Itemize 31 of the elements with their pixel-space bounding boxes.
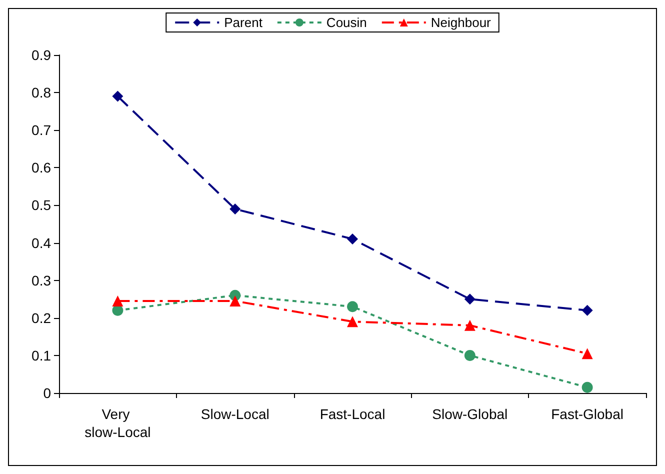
y-tick-label: 0.2	[32, 310, 52, 326]
point	[230, 295, 241, 306]
legend-label: Neighbour	[430, 15, 492, 30]
x-tick-label: Very slow-Local	[84, 406, 151, 440]
y-tick-label: 0	[43, 385, 52, 401]
point	[582, 348, 593, 360]
legend-label: Parent	[224, 15, 263, 30]
point	[582, 304, 593, 316]
point	[464, 350, 476, 361]
point	[347, 316, 358, 328]
point	[464, 294, 476, 305]
y-tick-label: 0.6	[32, 160, 52, 176]
x-tick-label: Slow-Global	[432, 406, 508, 422]
x-tick-label: Fast-Global	[551, 406, 624, 422]
point	[230, 203, 241, 214]
point	[347, 234, 358, 245]
point	[347, 301, 358, 312]
y-tick-label: 0.7	[32, 122, 52, 138]
y-tick-label: 0.5	[32, 197, 52, 214]
point	[464, 320, 476, 331]
point	[112, 295, 124, 306]
y-tick-label: 0.9	[32, 47, 52, 63]
x-tick-label: Fast-Local	[320, 406, 386, 422]
point	[582, 382, 593, 393]
point	[112, 90, 124, 102]
y-tick-label: 0.3	[32, 272, 52, 288]
y-tick-label: 0.4	[32, 234, 52, 251]
y-tick-label: 0.8	[32, 84, 52, 101]
legend-label: Cousin	[326, 15, 367, 30]
x-tick-label: Slow-Local	[200, 406, 270, 422]
y-tick-label: 0.1	[32, 347, 52, 364]
